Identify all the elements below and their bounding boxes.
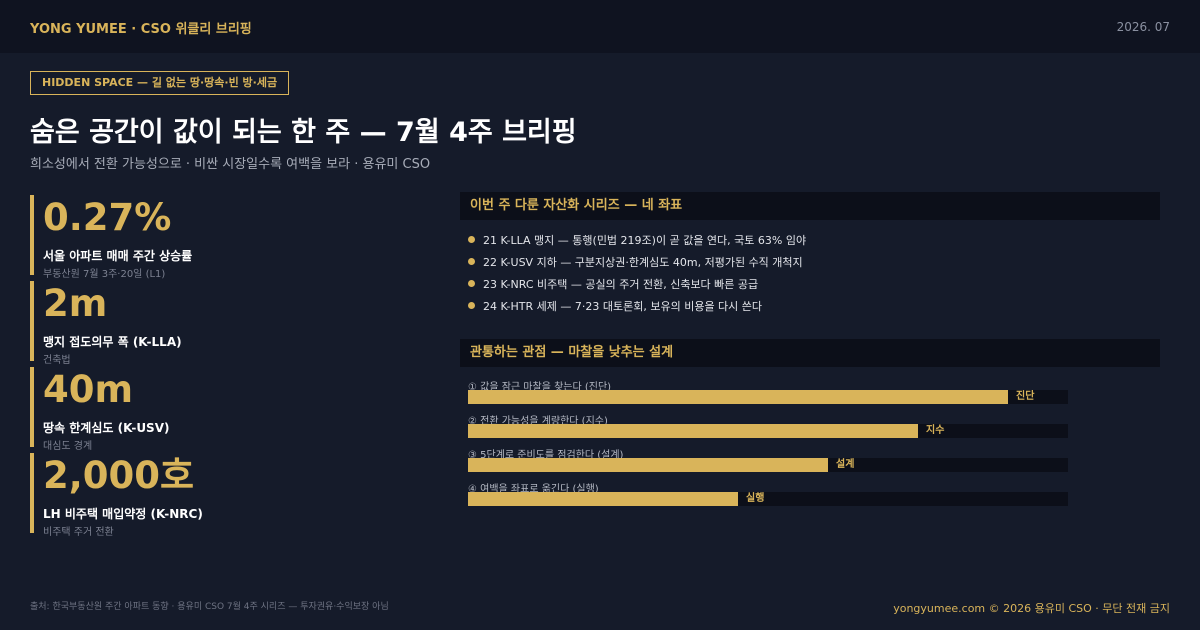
step-bar-track: 지수 <box>468 424 1068 438</box>
metric-label: 맹지 접도의무 폭 (K-LLA) <box>43 335 182 349</box>
copyright-link[interactable]: yongyumee.com © 2026 용유미 CSO · 무단 전재 금지 <box>893 602 1170 615</box>
step-bar-tag: 실행 <box>746 493 765 504</box>
step-bar-track: 설계 <box>468 458 1068 472</box>
step-bar-fill <box>468 492 738 506</box>
brand-title: YONG YUMEE · CSO 위클리 브리핑 <box>30 22 252 37</box>
metric-value: 2,000호 <box>43 454 195 497</box>
metric-note: 건축법 <box>43 355 71 366</box>
step-bar-track: 진단 <box>468 390 1068 404</box>
metric-label: 서울 아파트 매매 주간 상승률 <box>43 249 193 263</box>
series-item-text: 22 K-USV 지하 — 구분지상권·한계심도 40m, 저평가된 수직 개척… <box>483 256 803 269</box>
metric-note: 비주택 주거 전환 <box>43 527 114 538</box>
metric-label: LH 비주택 매입약정 (K-NRC) <box>43 507 203 521</box>
perspective-heading: 관통하는 관점 — 마찰을 낮추는 설계 <box>460 339 1160 367</box>
step-bar-fill <box>468 458 828 472</box>
series-item: 23 K-NRC 비주택 — 공실의 주거 전환, 신축보다 빠른 공급 <box>468 276 758 292</box>
metric-note: 대심도 경계 <box>43 441 93 452</box>
bullet-dot-icon <box>468 258 475 265</box>
page-subtitle: 희소성에서 전환 가능성으로 · 비싼 시장일수록 여백을 보라 · 용유미 C… <box>30 157 431 172</box>
series-item-text: 23 K-NRC 비주택 — 공실의 주거 전환, 신축보다 빠른 공급 <box>483 278 759 291</box>
metric-value: 0.27% <box>43 196 172 239</box>
step-label: ① 값을 잠근 마찰을 찾는다 (진단) <box>468 382 612 393</box>
series-item: 24 K-HTR 세제 — 7·23 대토론회, 보유의 비용을 다시 쓴다 <box>468 298 762 314</box>
step-bar-tag: 설계 <box>836 459 855 470</box>
source-note: 출처: 한국부동산원 주간 아파트 동향 · 용유미 CSO 7월 4주 시리즈… <box>30 602 389 612</box>
series-item-text: 24 K-HTR 세제 — 7·23 대토론회, 보유의 비용을 다시 쓴다 <box>483 300 763 313</box>
step-label: ② 전환 가능성을 계량한다 (지수) <box>468 416 608 427</box>
series-heading: 이번 주 다룬 자산화 시리즈 — 네 좌표 <box>460 192 1160 220</box>
top-bar: YONG YUMEE · CSO 위클리 브리핑 2026. 07 <box>0 0 1200 53</box>
series-item: 22 K-USV 지하 — 구분지상권·한계심도 40m, 저평가된 수직 개척… <box>468 254 803 270</box>
metric-value: 2m <box>43 282 108 325</box>
step-bar-fill <box>468 390 1008 404</box>
series-item-text: 21 K-LLA 맹지 — 통행(민법 219조)이 곧 값을 연다, 국토 6… <box>483 234 807 247</box>
bullet-dot-icon <box>468 236 475 243</box>
metric-card-depth-limit: 40m 땅속 한계심도 (K-USV) 대심도 경계 <box>30 367 434 452</box>
metric-label: 땅속 한계심도 (K-USV) <box>43 421 170 435</box>
metric-note: 부동산원 7월 3주·20일 (L1) <box>43 269 166 280</box>
step-bar-tag: 지수 <box>926 425 945 436</box>
page-title: 숨은 공간이 값이 되는 한 주 — 7월 4주 브리핑 <box>30 117 577 148</box>
step-bar-tag: 진단 <box>1016 391 1035 402</box>
issue-date: 2026. 07 <box>1116 20 1170 34</box>
metric-card-apartment-rate: 0.27% 서울 아파트 매매 주간 상승률 부동산원 7월 3주·20일 (L… <box>30 195 434 280</box>
metric-value: 40m <box>43 368 134 411</box>
metric-card-road-width: 2m 맹지 접도의무 폭 (K-LLA) 건축법 <box>30 281 434 366</box>
step-label: ④ 여백을 좌표로 옮긴다 (실행) <box>468 484 599 495</box>
step-bar-track: 실행 <box>468 492 1068 506</box>
topic-tag: HIDDEN SPACE — 길 없는 땅·땅속·빈 방·세금 <box>30 71 290 95</box>
bullet-dot-icon <box>468 302 475 309</box>
series-item: 21 K-LLA 맹지 — 통행(민법 219조)이 곧 값을 연다, 국토 6… <box>468 232 806 248</box>
step-bar-fill <box>468 424 918 438</box>
bullet-dot-icon <box>468 280 475 287</box>
metric-card-lh-purchase: 2,000호 LH 비주택 매입약정 (K-NRC) 비주택 주거 전환 <box>30 453 434 538</box>
step-label: ③ 5단계로 준비도를 점검한다 (설계) <box>468 450 624 461</box>
